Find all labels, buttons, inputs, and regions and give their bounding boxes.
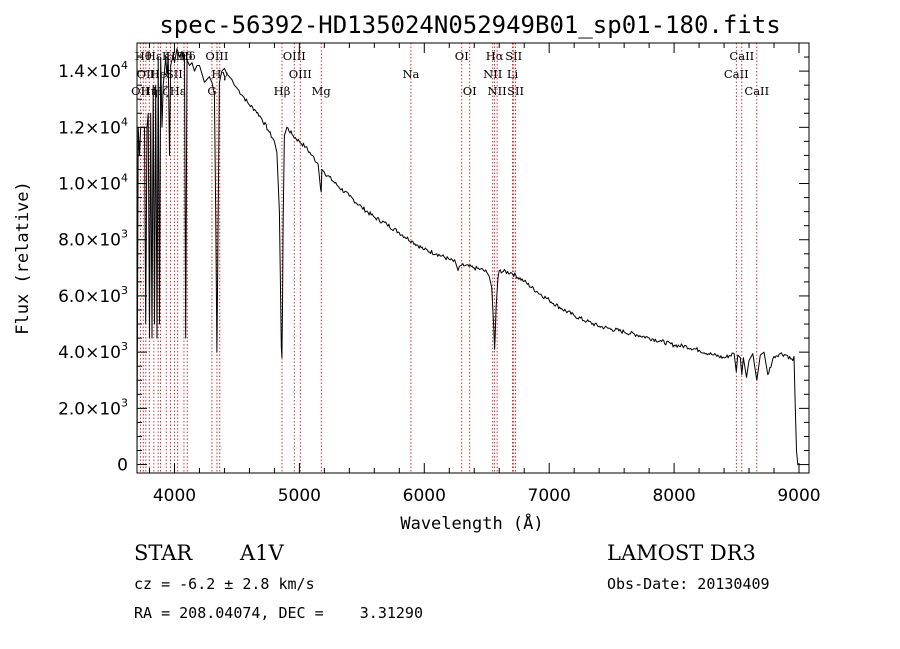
redshift-velocity: cz = -6.2 ± 2.8 km/s bbox=[134, 575, 315, 593]
line-label: OIII bbox=[205, 49, 228, 63]
line-label: OI bbox=[455, 49, 469, 63]
y-tick-exponent: 4 bbox=[121, 59, 128, 72]
y-tick-mantissa: 6.0×10 bbox=[58, 287, 121, 307]
y-tick-exponent: 3 bbox=[121, 284, 128, 297]
line-label: H bbox=[166, 49, 176, 63]
object-class: STAR bbox=[134, 541, 193, 565]
y-tick-mantissa: 8.0×10 bbox=[58, 231, 121, 251]
line-label: CaII bbox=[744, 84, 769, 98]
y-tick-label: 2.0×103 bbox=[58, 396, 128, 419]
line-label: OIII bbox=[289, 67, 312, 81]
y-tick-mantissa: 1.0×10 bbox=[58, 175, 121, 195]
x-tick-label: 4000 bbox=[153, 486, 196, 506]
y-tick-label: 1.4×104 bbox=[58, 59, 128, 82]
line-label: NII bbox=[488, 84, 507, 98]
y-tick-label: 8.0×103 bbox=[58, 228, 128, 251]
line-label: NII bbox=[483, 67, 502, 81]
line-label: Mg bbox=[312, 84, 332, 98]
y-tick-label: 1.0×104 bbox=[58, 172, 128, 195]
line-label: G bbox=[207, 84, 216, 98]
y-tick-mantissa: 1.4×10 bbox=[58, 62, 121, 82]
line-label: Li bbox=[507, 67, 519, 81]
y-tick-exponent: 4 bbox=[121, 172, 128, 185]
y-tick-mantissa: 4.0×10 bbox=[58, 343, 121, 363]
x-axis-label: Wavelength (Å) bbox=[400, 512, 543, 534]
line-label: Na bbox=[402, 67, 419, 81]
line-label: OI bbox=[463, 84, 477, 98]
x-tick-label: 9000 bbox=[777, 486, 820, 506]
observation-date: Obs-Date: 20130409 bbox=[607, 575, 770, 593]
x-tick-label: 7000 bbox=[528, 486, 571, 506]
series-group bbox=[136, 48, 799, 466]
line-label: SII bbox=[507, 84, 524, 98]
line-label: CaII bbox=[729, 49, 754, 63]
spectral-line-markers: OIIHθOIIHηHεHeHζKHSIIHεHδHδGOIIIHγHβOIII… bbox=[131, 43, 769, 473]
y-tick-exponent: 3 bbox=[121, 340, 128, 353]
y-tick-label: 6.0×103 bbox=[58, 284, 128, 307]
chart-title: spec-56392-HD135024N052949B01_sp01-180.f… bbox=[159, 11, 780, 39]
axis-ticks: 4000 5000 6000 7000 8000 900002.0×1034.0×1036… bbox=[58, 43, 821, 506]
line-label: K bbox=[162, 49, 171, 63]
y-axis-label: Flux (relative) bbox=[13, 181, 33, 335]
x-tick-label: 5000 bbox=[278, 486, 321, 506]
y-tick-exponent: 4 bbox=[121, 115, 128, 128]
spectrum-line bbox=[136, 48, 799, 466]
sky-coordinates: RA = 208.04074, DEC = 3.31290 bbox=[134, 604, 423, 622]
line-label: Hγ bbox=[211, 67, 228, 81]
line-label: Hθ bbox=[135, 49, 152, 63]
x-tick-label: 8000 bbox=[652, 486, 695, 506]
y-tick-label: 4.0×103 bbox=[58, 340, 128, 363]
y-tick-label: 0 bbox=[117, 456, 128, 476]
y-tick-exponent: 3 bbox=[121, 228, 128, 241]
line-label: Hβ bbox=[274, 84, 291, 98]
plot-frame bbox=[136, 42, 810, 474]
line-label: OIII bbox=[283, 49, 306, 63]
y-tick-mantissa: 0 bbox=[117, 456, 128, 476]
line-label: SII bbox=[505, 49, 522, 63]
y-tick-mantissa: 2.0×10 bbox=[58, 399, 121, 419]
line-label: OII bbox=[131, 84, 150, 98]
line-label: CaII bbox=[724, 67, 749, 81]
survey-name: LAMOST DR3 bbox=[607, 541, 756, 565]
line-label: OII bbox=[137, 67, 156, 81]
y-tick-exponent: 3 bbox=[121, 396, 128, 409]
y-tick-label: 1.2×104 bbox=[58, 115, 128, 138]
y-tick-mantissa: 1.2×10 bbox=[58, 118, 121, 138]
line-label: Hε bbox=[170, 84, 186, 98]
line-label: Hε bbox=[146, 49, 162, 63]
x-tick-label: 6000 bbox=[403, 486, 446, 506]
object-subclass: A1V bbox=[240, 541, 284, 565]
line-label: Hα bbox=[486, 49, 504, 63]
